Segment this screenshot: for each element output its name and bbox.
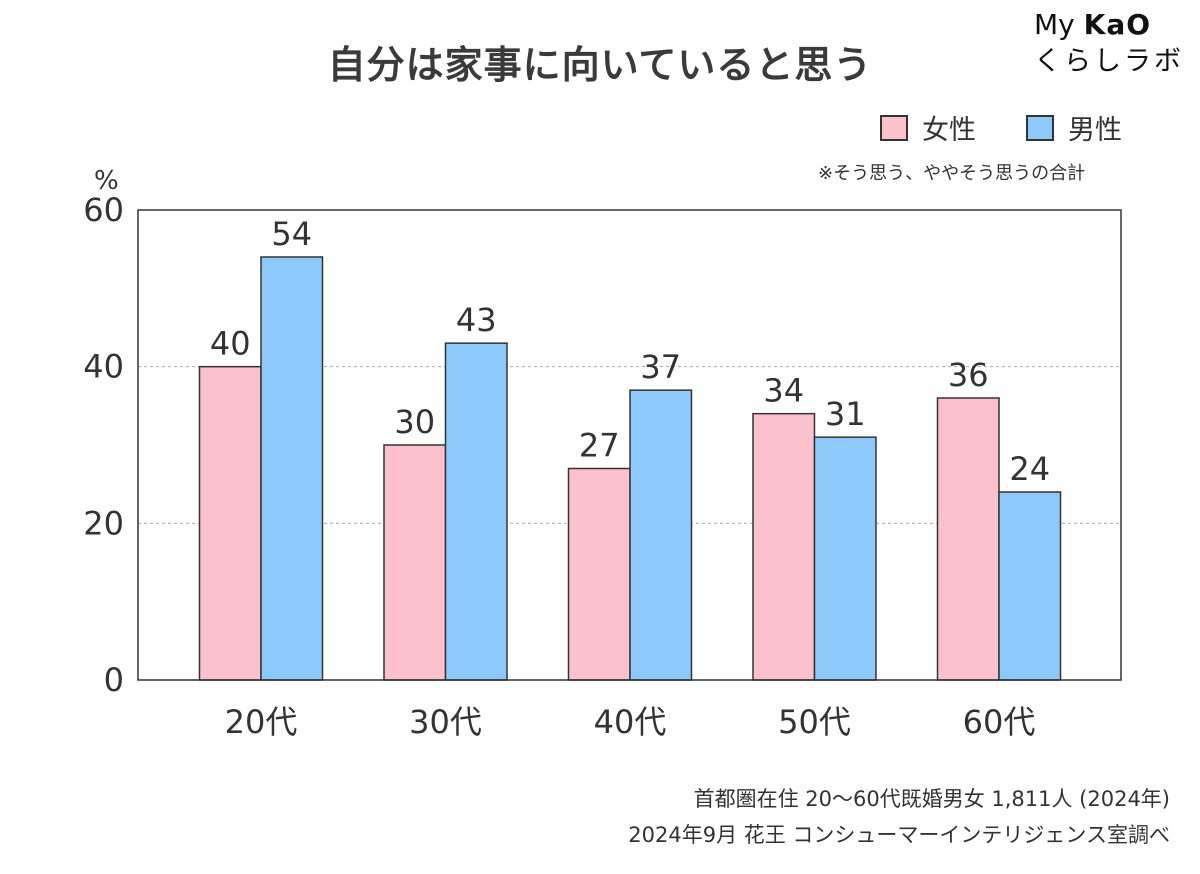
x-tick-label: 60代 (963, 703, 1036, 741)
x-tick-label: 50代 (778, 703, 851, 741)
legend-swatch-female (880, 114, 908, 141)
data-label: 37 (640, 348, 681, 386)
bar-female (936, 397, 1000, 681)
source-line-2: 2024年9月 花王 コンシューマーインテリジェンス室調べ (628, 823, 1170, 847)
data-label: 54 (271, 215, 312, 253)
bar-male (998, 491, 1062, 681)
data-label: 40 (210, 325, 251, 363)
bar-female (752, 412, 816, 681)
brand-logo-prefix: My (1034, 8, 1075, 41)
data-label: 43 (456, 301, 497, 339)
bar-male (813, 436, 877, 681)
data-label: 30 (394, 403, 435, 441)
bar-male (260, 256, 324, 681)
legend-label-female: 女性 (922, 115, 976, 146)
bar-female (383, 444, 447, 681)
y-tick-label: 20 (83, 504, 124, 542)
source-line-1: 首都圏在住 20〜60代既婚男女 1,811人 (2024年) (693, 787, 1170, 811)
plot-frame (137, 209, 1122, 681)
y-tick-label: 60 (83, 191, 124, 229)
bar-male (629, 389, 693, 681)
data-label: 27 (579, 427, 620, 465)
legend-swatch-male (1026, 114, 1054, 141)
bar-male (444, 342, 508, 681)
legend-item-male: 男性 (1026, 108, 1122, 147)
legend-label-male: 男性 (1068, 115, 1122, 146)
brand-logo: My KaO (1034, 8, 1151, 42)
y-tick-label: 40 (83, 348, 124, 386)
data-label: 31 (825, 395, 866, 433)
data-label: 24 (1009, 450, 1050, 488)
data-label: 34 (763, 372, 804, 410)
brand-logo-name: KaO (1083, 8, 1152, 41)
data-label: 36 (948, 356, 989, 394)
x-tick-label: 30代 (409, 703, 482, 741)
y-tick-label: 0 (104, 661, 124, 699)
brand-logo-subtitle: くらしラボ (1034, 46, 1184, 77)
chart-note: ※そう思う、ややそう思うの合計 (818, 163, 1086, 184)
bar-female (567, 467, 631, 681)
bar-female (198, 365, 262, 681)
legend-item-female: 女性 (880, 108, 976, 147)
y-axis-unit: % (94, 166, 119, 196)
x-tick-label: 40代 (594, 703, 667, 741)
chart-title: 自分は家事に向いていると思う (327, 43, 873, 87)
x-tick-label: 20代 (225, 703, 298, 741)
